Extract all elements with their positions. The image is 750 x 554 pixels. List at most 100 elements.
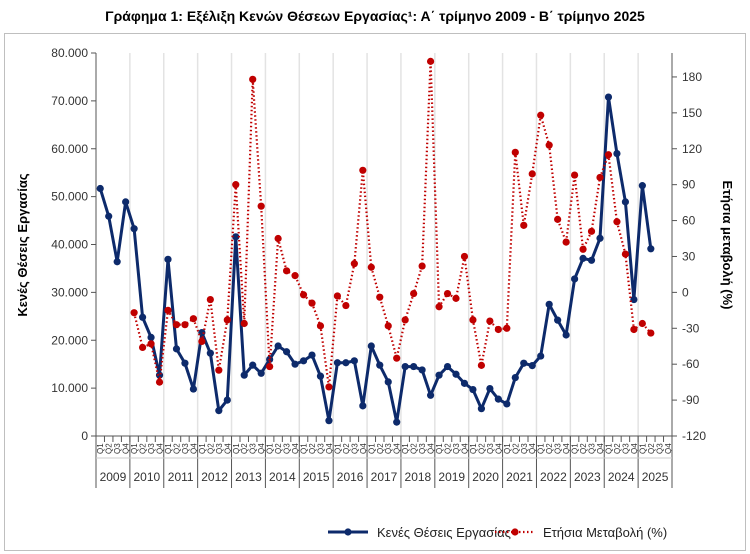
right-tick-label: -120	[682, 429, 706, 443]
vacancies-point	[587, 256, 596, 264]
quarter-label: Q4	[189, 443, 198, 454]
vacancies-point	[113, 258, 121, 266]
quarter-label: Q4	[325, 443, 334, 454]
vacancies-point	[537, 352, 545, 360]
quarter-label: Q1	[469, 443, 478, 454]
quarter-label: Q4	[596, 443, 605, 454]
quarter-label: Q2	[613, 443, 622, 454]
vacancies-point	[274, 342, 282, 350]
right-tick-label: 0	[682, 285, 689, 299]
vacancies-point	[282, 348, 291, 356]
annual-change-point	[486, 317, 494, 325]
vacancies-point	[494, 395, 502, 403]
quarter-label: Q3	[113, 443, 122, 454]
vacancies-point	[410, 362, 418, 371]
vacancies-point	[621, 198, 630, 206]
vacancies-point	[570, 275, 579, 283]
vacancies-point	[613, 149, 621, 158]
quarter-label: Q4	[664, 443, 673, 454]
annual-change-point	[164, 306, 172, 314]
series-line-annual-change	[133, 60, 652, 389]
quarter-label: Q4	[257, 443, 266, 454]
year-label: 2010	[133, 470, 160, 484]
annual-change-point	[282, 267, 291, 275]
right-tick-label: 90	[682, 178, 696, 192]
annual-change-point	[172, 321, 181, 329]
year-label: 2017	[371, 470, 398, 484]
quarter-label: Q4	[122, 443, 131, 454]
vacancies-point	[240, 371, 248, 379]
year-label: 2019	[438, 470, 465, 484]
vacancies-point	[401, 362, 409, 371]
year-label: 2009	[100, 470, 127, 484]
annual-change-point	[155, 378, 164, 386]
annual-change-point	[367, 263, 375, 271]
year-label: 2020	[472, 470, 499, 484]
quarter-label: Q2	[545, 443, 554, 454]
vacancies-point	[503, 400, 511, 408]
annual-change-point	[291, 272, 299, 280]
annual-change-point	[249, 75, 257, 83]
quarter-label: Q1	[638, 443, 647, 454]
annual-change-point	[545, 141, 553, 149]
vacancies-point	[418, 366, 426, 374]
left-tick-label: 0	[81, 429, 88, 443]
left-tick-label: 70.000	[51, 94, 88, 108]
right-axis-title: Ετήσια μεταβολή (%)	[720, 181, 735, 310]
left-tick-label: 10.000	[51, 381, 88, 395]
vacancies-point	[308, 351, 316, 359]
vacancies-point	[316, 372, 325, 380]
vacancies-point	[257, 369, 265, 377]
vacancies-point	[299, 357, 308, 365]
vacancies-point	[122, 198, 130, 206]
left-tick-label: 80.000	[51, 46, 88, 60]
vacancies-point	[367, 342, 375, 350]
vacancies-point	[562, 331, 570, 339]
right-tick-label: -30	[682, 321, 700, 335]
quarter-label: Q2	[410, 443, 419, 454]
vacancies-point	[435, 371, 443, 379]
annual-change-point	[587, 227, 596, 235]
vacancies-point	[333, 359, 342, 367]
legend-annual-change-label: Ετήσια Μεταβολή (%)	[543, 525, 667, 540]
vacancies-point	[443, 362, 452, 371]
quarter-label: Q1	[537, 443, 546, 454]
series-line-vacancies	[98, 95, 653, 424]
vacancies-point	[359, 402, 367, 410]
legend-annual-change-marker	[511, 528, 519, 536]
vacancies-point	[96, 184, 104, 193]
vacancies-point	[469, 385, 477, 394]
quarter-label: Q2	[444, 443, 453, 454]
annual-change-point	[223, 316, 231, 324]
vacancies-point	[511, 373, 519, 382]
quarter-label: Q2	[477, 443, 486, 454]
right-tick-label: 150	[682, 106, 702, 120]
annual-change-point	[138, 343, 147, 352]
vacancies-point	[630, 295, 638, 304]
quarter-label: Q4	[494, 443, 503, 454]
quarter-label: Q2	[105, 443, 114, 454]
vacancies-point	[477, 405, 486, 413]
vacancies-point	[604, 93, 613, 101]
annual-change-point	[477, 361, 486, 369]
year-label: 2022	[540, 470, 567, 484]
annual-change-point	[443, 289, 452, 298]
quarter-label: Q2	[240, 443, 249, 454]
left-tick-label: 20.000	[51, 333, 88, 347]
annual-change-point	[511, 148, 519, 156]
left-axis-title: Κενές Θέσεις Εργασίας	[15, 173, 30, 316]
quarter-label: Q2	[308, 443, 317, 454]
quarter-label: Q4	[460, 443, 469, 454]
annual-change-point	[130, 309, 138, 317]
vacancies-point	[181, 359, 189, 367]
quarter-label: Q4	[528, 443, 537, 454]
quarter-label: Q1	[300, 443, 309, 454]
annual-change-point	[266, 362, 274, 371]
quarter-label: Q4	[393, 443, 402, 454]
quarter-label: Q1	[604, 443, 613, 454]
annual-change-point	[198, 337, 206, 346]
legend-vacancies-label: Κενές Θέσεις Εργασίας	[377, 525, 511, 540]
annual-change-point	[384, 322, 392, 330]
vacancies-point	[164, 255, 172, 263]
quarter-label: Q4	[359, 443, 368, 454]
